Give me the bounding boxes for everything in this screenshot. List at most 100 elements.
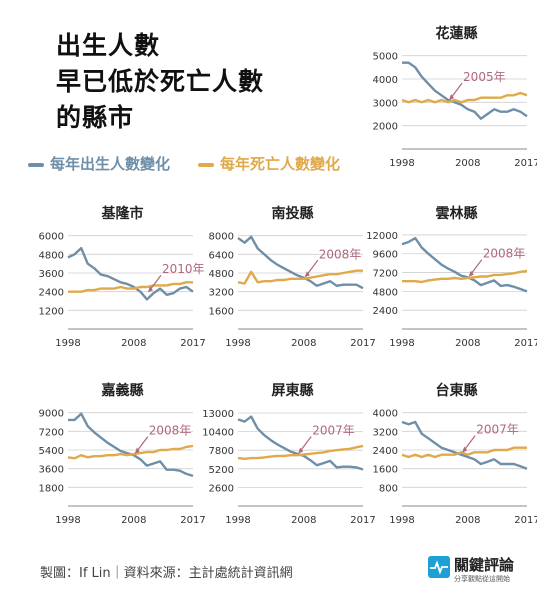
title-line-3: 的縣市: [56, 103, 135, 132]
annotation-label: 2008年: [149, 424, 192, 438]
panel-title: 雲林縣: [436, 205, 478, 222]
x-tick-label: 2008: [455, 515, 480, 526]
chart-svg: 台東縣 800 1600 2400 3200 4000 1998 2008 2017 2007年: [373, 382, 537, 526]
logo-tagline: 分享觀點從這開始: [454, 575, 510, 583]
annotation-arrowhead: [304, 271, 310, 278]
x-tick-label: 2008: [291, 515, 316, 526]
legend-births-label: 每年出生人數變化: [50, 155, 171, 173]
annotation-arrowhead: [462, 446, 468, 453]
x-tick-label: 2017: [350, 338, 375, 349]
y-tick-label: 5200: [209, 465, 234, 476]
y-tick-label: 3200: [209, 288, 234, 299]
deaths-series-line: [401, 446, 527, 459]
deaths-series-line: [68, 281, 193, 293]
y-tick-label: 10400: [202, 428, 234, 439]
y-tick-label: 4000: [373, 409, 398, 420]
y-tick-label: 7200: [39, 427, 64, 438]
x-tick-label: 1998: [389, 338, 414, 349]
legend-births: 每年出生人數變化: [28, 153, 170, 174]
x-tick-label: 2008: [455, 338, 480, 349]
annotation-arrowhead: [468, 270, 474, 277]
panel-title: 基隆市: [102, 205, 144, 222]
panel-title: 花蓮縣: [436, 25, 478, 42]
x-tick-label: 1998: [225, 515, 250, 526]
y-tick-label: 7800: [209, 446, 234, 457]
births-series-line: [401, 420, 528, 470]
chart-svg: 雲林縣 2400 4800 7200 9600 12000 1998 2008 2017 2008…: [366, 205, 537, 349]
deaths-series-line: [402, 269, 528, 284]
deaths-series-line: [67, 444, 194, 460]
births-series-line: [402, 61, 528, 120]
y-tick-label: 4000: [373, 75, 398, 86]
x-tick-label: 2008: [291, 338, 316, 349]
annotation-label: 2005年: [463, 70, 506, 84]
chart-panel-nantou: 南投縣 1600 3200 4800 6400 8000 1998 2008 2017 2008年: [198, 198, 376, 358]
y-tick-label: 13000: [202, 409, 234, 420]
x-tick-label: 2017: [180, 338, 205, 349]
x-tick-label: 2017: [514, 338, 537, 349]
x-tick-label: 2017: [514, 158, 537, 169]
y-tick-label: 3200: [373, 427, 398, 438]
panel-title: 嘉義縣: [101, 382, 144, 399]
title-line-2: 早已低於死亡人數: [56, 67, 265, 96]
x-tick-label: 2008: [455, 158, 480, 169]
y-tick-label: 1800: [39, 483, 64, 494]
logo[interactable]: 關鍵評論 分享觀點從這開始: [428, 554, 528, 586]
chart-panel-pingtung: 屏東縣 2600 5200 7800 10400 13000 1998 2008 2017 200…: [198, 375, 376, 535]
annotation-label: 2008年: [319, 247, 362, 261]
logo-name: 關鍵評論: [454, 556, 515, 574]
y-tick-label: 2000: [373, 122, 398, 133]
y-tick-label: 4800: [209, 269, 234, 280]
chart-panel-chiayi: 嘉義縣 1800 3600 5400 7200 9000 1998 2008 2017 2008年: [28, 375, 206, 535]
panel-title: 屏東縣: [272, 382, 314, 399]
x-tick-label: 2008: [121, 515, 146, 526]
annotation-arrowhead: [449, 94, 455, 101]
y-tick-label: 1600: [373, 465, 398, 476]
y-tick-label: 3600: [39, 269, 64, 280]
footer-credit: 製圖：If Lin｜資料來源：主計處統計資訊網: [40, 566, 293, 581]
chart-svg: 嘉義縣 1800 3600 5400 7200 9000 1998 2008 2017 2008年: [39, 382, 206, 526]
deaths-swatch: [198, 162, 214, 167]
chart-panel-yunlin: 雲林縣 2400 4800 7200 9600 12000 1998 2008 2017 2008…: [362, 198, 537, 358]
y-tick-label: 3600: [39, 465, 64, 476]
x-tick-label: 2017: [514, 515, 537, 526]
y-tick-label: 1200: [39, 306, 64, 317]
x-tick-label: 2008: [121, 338, 146, 349]
y-tick-label: 2400: [373, 446, 398, 457]
annotation-arrowhead: [298, 447, 304, 454]
annotation-arrowhead: [134, 447, 140, 454]
y-tick-label: 4800: [39, 250, 64, 261]
y-tick-label: 3000: [373, 98, 398, 109]
chart-panel-taitung: 台東縣 800 1600 2400 3200 4000 1998 2008 2017 2007年: [362, 375, 537, 535]
births-series-line: [401, 236, 528, 293]
deaths-series-line: [237, 444, 364, 461]
y-tick-label: 7200: [373, 269, 398, 280]
chart-svg: 屏東縣 2600 5200 7800 10400 13000 1998 2008 2017 200…: [202, 382, 376, 526]
chart-svg: 南投縣 1600 3200 4800 6400 8000 1998 2008 2017 2008年: [209, 205, 376, 349]
y-tick-label: 1600: [209, 306, 234, 317]
chart-panel-hualien: 花蓮縣 2000 3000 4000 5000 1998 2008 2017 2005年: [362, 18, 537, 178]
births-series-line: [67, 246, 194, 301]
y-tick-label: 4800: [373, 287, 398, 298]
x-tick-label: 1998: [55, 338, 80, 349]
annotation-label: 2007年: [312, 423, 355, 437]
y-tick-label: 2400: [373, 306, 398, 317]
chart-svg: 基隆市 1200 2400 3600 4800 6000 1998 2008 2017 2010年: [39, 205, 206, 349]
title-line-1: 出生人數: [56, 31, 161, 60]
y-tick-label: 2600: [209, 483, 234, 494]
annotation-arrowhead: [147, 286, 153, 293]
pulse-icon: [428, 556, 450, 578]
births-swatch: [28, 162, 44, 167]
y-tick-label: 12000: [366, 231, 398, 242]
y-tick-label: 5000: [373, 52, 398, 63]
x-tick-label: 1998: [389, 158, 414, 169]
legend-deaths: 每年死亡人數變化: [198, 153, 340, 174]
y-tick-label: 800: [379, 483, 398, 494]
chart-svg: 花蓮縣 2000 3000 4000 5000 1998 2008 2017 2005年: [373, 25, 537, 169]
births-series-line: [237, 235, 364, 290]
annotation-label: 2007年: [476, 423, 519, 437]
x-tick-label: 1998: [389, 515, 414, 526]
deaths-series-line: [401, 91, 528, 104]
annotation-label: 2008年: [483, 247, 526, 261]
y-tick-label: 8000: [209, 232, 234, 243]
